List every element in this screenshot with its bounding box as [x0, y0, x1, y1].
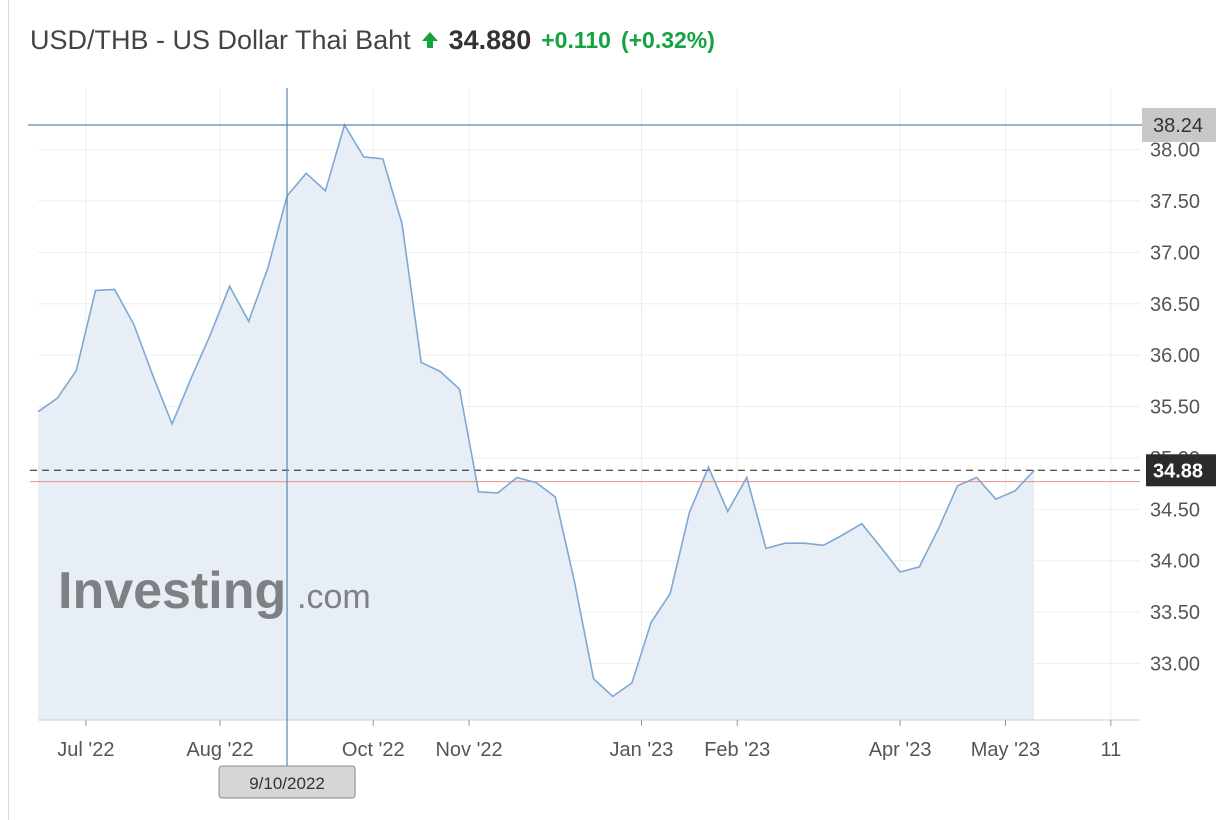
up-arrow-icon — [421, 32, 438, 48]
x-axis-ticks: Jul '22 Aug '22 Oct '22 Nov '22 Jan '23 Feb '… — [57, 720, 1121, 761]
y-tick-label: 36.50 — [1150, 294, 1200, 316]
crosshair-value-badge-bg — [1142, 107, 1216, 142]
last-price-badge-label: 34.88 — [1153, 460, 1203, 482]
y-tick-label: 34.50 — [1150, 499, 1200, 521]
x-tick-label: Aug '22 — [186, 739, 253, 761]
y-tick-label: 33.50 — [1150, 602, 1200, 624]
y-tick-label: 34.00 — [1150, 551, 1200, 573]
y-tick-label: 33.00 — [1150, 653, 1200, 675]
crosshair-date-badge-bg — [218, 765, 356, 799]
x-tick-label: May '23 — [971, 739, 1040, 761]
x-tick-label: Oct '22 — [342, 739, 405, 761]
last-price-badge-bg — [1146, 454, 1216, 487]
y-tick-label: 37.50 — [1150, 191, 1200, 213]
x-tick-label: Jul '22 — [57, 739, 114, 761]
pair-title: USD/THB - US Dollar Thai Baht — [30, 24, 411, 55]
crosshair-value-label: 38.24 — [1153, 115, 1203, 137]
chart-frame-border — [8, 0, 9, 820]
x-tick-label: Jan '23 — [610, 739, 674, 761]
watermark-logo: Investing .com — [58, 562, 371, 620]
y-tick-label: 36.00 — [1150, 345, 1200, 367]
y-tick-label: 37.00 — [1150, 242, 1200, 264]
y-tick-label: 38.00 — [1150, 140, 1200, 162]
x-tick-label: 11 — [1100, 739, 1121, 761]
x-tick-label: Apr '23 — [869, 739, 932, 761]
crosshair-date-label: 9/10/2022 — [249, 774, 325, 793]
y-tick-label: 35.50 — [1150, 397, 1200, 419]
chart-header: USD/THB - US Dollar Thai Baht 34.880 +0.… — [30, 20, 715, 60]
x-tick-label: Feb '23 — [704, 739, 770, 761]
price-change: +0.110 — [541, 26, 611, 53]
price-change-percent: (+0.32%) — [620, 26, 715, 53]
price-line — [37, 123, 1035, 698]
crosshair-value-badge: 38.24 — [1142, 107, 1216, 142]
y-axis-ticks: 33.0033.5034.0034.5035.0035.5036.0036.50… — [1150, 140, 1200, 676]
price-area-fill — [38, 125, 1035, 720]
watermark-brand: Investing — [58, 562, 286, 620]
x-tick-label: Nov '22 — [435, 739, 502, 761]
last-price-badge: 34.88 — [1146, 454, 1216, 487]
watermark-suffix: .com — [297, 578, 371, 616]
last-price: 34.880 — [448, 24, 532, 55]
crosshair-date-badge: 9/10/2022 — [218, 765, 356, 799]
